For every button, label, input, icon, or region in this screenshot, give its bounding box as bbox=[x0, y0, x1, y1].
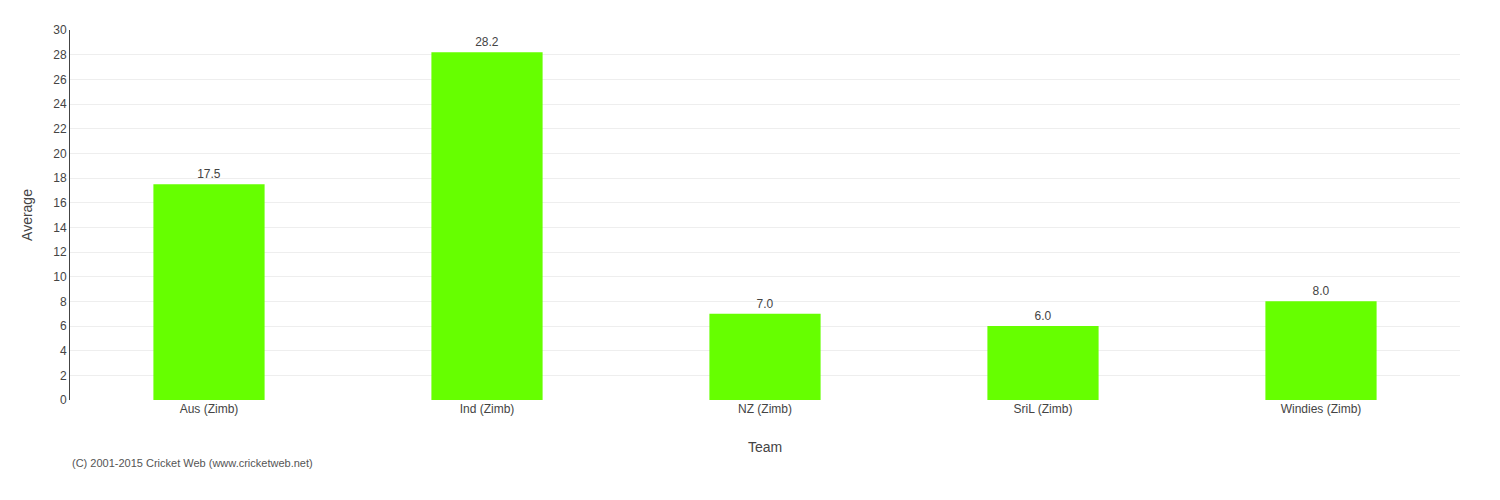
svg-text:28: 28 bbox=[53, 48, 67, 62]
svg-text:14: 14 bbox=[53, 221, 67, 235]
svg-text:24: 24 bbox=[53, 97, 67, 111]
svg-text:Ind (Zimb): Ind (Zimb) bbox=[460, 402, 515, 416]
svg-text:Average: Average bbox=[19, 189, 35, 241]
svg-text:6: 6 bbox=[60, 319, 67, 333]
svg-text:SriL (Zimb): SriL (Zimb) bbox=[1014, 402, 1073, 416]
svg-text:2: 2 bbox=[60, 369, 67, 383]
svg-text:30: 30 bbox=[53, 23, 67, 37]
svg-text:12: 12 bbox=[53, 245, 67, 259]
svg-text:10: 10 bbox=[53, 270, 67, 284]
svg-text:28.2: 28.2 bbox=[475, 35, 499, 49]
svg-text:26: 26 bbox=[53, 73, 67, 87]
svg-text:Windies (Zimb): Windies (Zimb) bbox=[1281, 402, 1362, 416]
svg-text:18: 18 bbox=[53, 171, 67, 185]
svg-text:7.0: 7.0 bbox=[756, 297, 773, 311]
svg-text:17.5: 17.5 bbox=[197, 167, 221, 181]
svg-text:0: 0 bbox=[60, 393, 67, 407]
svg-text:6.0: 6.0 bbox=[1034, 309, 1051, 323]
svg-text:22: 22 bbox=[53, 122, 67, 136]
svg-text:8.0: 8.0 bbox=[1312, 284, 1329, 298]
svg-text:20: 20 bbox=[53, 147, 67, 161]
svg-text:(C) 2001-2015 Cricket Web (www: (C) 2001-2015 Cricket Web (www.cricketwe… bbox=[72, 457, 313, 469]
svg-text:NZ (Zimb): NZ (Zimb) bbox=[738, 402, 792, 416]
svg-text:16: 16 bbox=[53, 196, 67, 210]
svg-text:Team: Team bbox=[748, 439, 782, 455]
svg-text:8: 8 bbox=[60, 295, 67, 309]
svg-text:4: 4 bbox=[60, 344, 67, 358]
svg-text:Aus (Zimb): Aus (Zimb) bbox=[180, 402, 239, 416]
